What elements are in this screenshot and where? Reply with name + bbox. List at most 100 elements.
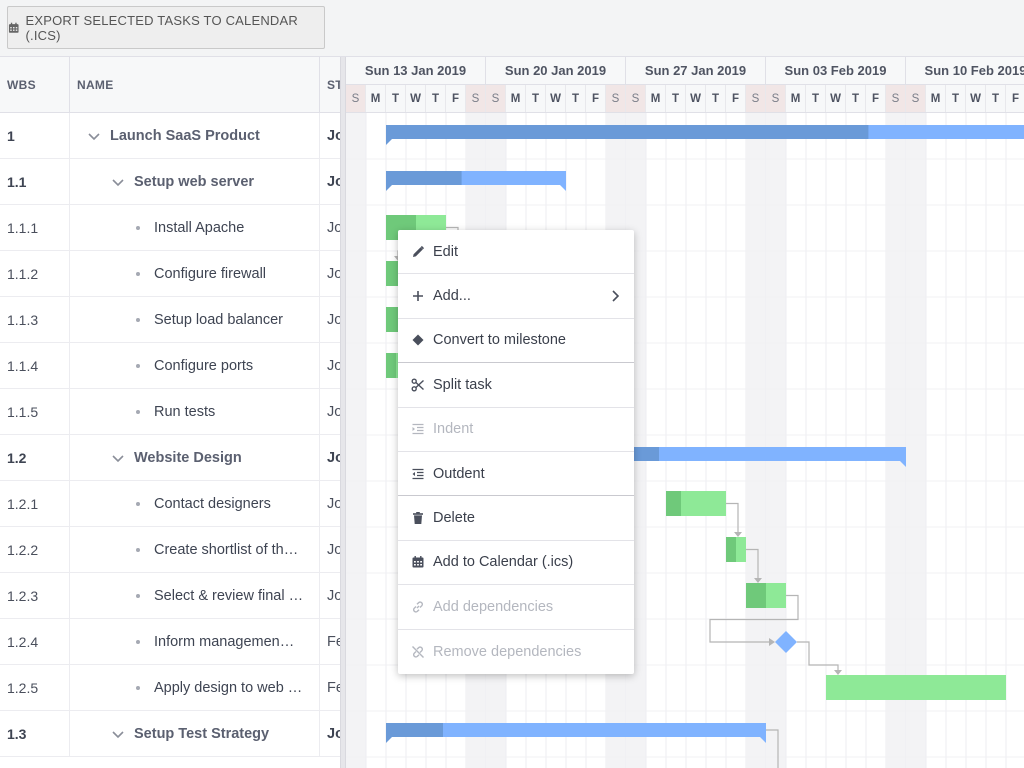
task-row[interactable]: 1.1.1 Install Apache Jo <box>0 205 340 251</box>
task-row[interactable]: 1.2.3 Select & review final … Jo <box>0 573 340 619</box>
dependency-line <box>766 729 779 768</box>
column-header-start[interactable]: ST <box>327 78 340 92</box>
bullet-icon <box>136 226 140 230</box>
day-header: M <box>366 85 386 112</box>
week-header: Sun 03 Feb 2019 <box>766 57 906 85</box>
day-header: T <box>426 85 446 112</box>
menu-item-add-to-calendar-ics[interactable]: Add to Calendar (.ics) <box>398 541 634 586</box>
week-header: Sun 10 Feb 2019 <box>906 57 1024 85</box>
start-cell: Jo <box>327 450 340 466</box>
menu-item-delete[interactable]: Delete <box>398 496 634 541</box>
wbs-cell: 1.1.1 <box>0 205 70 251</box>
toolbar: EXPORT SELECTED TASKS TO CALENDAR (.ICS) <box>0 0 1024 57</box>
unlink-icon <box>411 645 425 659</box>
day-header: S <box>886 85 906 112</box>
wbs-cell: 1.2.3 <box>0 573 70 619</box>
name-cell: Select & review final … <box>70 573 320 619</box>
task-row[interactable]: 1.1.5 Run tests Jo <box>0 389 340 435</box>
wbs-cell: 1.1.2 <box>0 251 70 297</box>
task-row[interactable]: 1.1 Setup web server Jo <box>0 159 340 205</box>
name-cell: Run tests <box>70 389 320 435</box>
menu-item-convert-to-milestone[interactable]: Convert to milestone <box>398 319 634 364</box>
start-cell: Jo <box>327 174 340 190</box>
task-row[interactable]: 1.2.1 Contact designers Jo <box>0 481 340 527</box>
task-row[interactable]: 1.1.2 Configure firewall Jo <box>0 251 340 297</box>
menu-item-label: Add to Calendar (.ics) <box>433 554 574 571</box>
indent-icon <box>411 422 425 436</box>
start-cell: Jo <box>327 496 340 512</box>
start-cell: Jo <box>327 588 340 604</box>
milestone-diamond <box>775 631 797 653</box>
day-header: S <box>766 85 786 112</box>
export-calendar-button[interactable]: EXPORT SELECTED TASKS TO CALENDAR (.ICS) <box>7 6 325 49</box>
task-name: Run tests <box>154 404 216 420</box>
bullet-icon <box>136 502 140 506</box>
wbs-cell: 1.2.1 <box>0 481 70 527</box>
week-header: Sun 27 Jan 2019 <box>626 57 766 85</box>
chevron-down-icon[interactable] <box>110 726 126 742</box>
menu-item-edit[interactable]: Edit <box>398 230 634 275</box>
task-row[interactable]: 1.1.4 Configure ports Jo <box>0 343 340 389</box>
wbs-cell: 1.2 <box>0 435 70 481</box>
link-icon <box>411 600 425 614</box>
task-row[interactable]: 1.2.4 Inform managemen… Fe <box>0 619 340 665</box>
wbs-cell: 1.2.2 <box>0 527 70 573</box>
task-row[interactable]: 1.2.2 Create shortlist of th… Jo <box>0 527 340 573</box>
menu-item-outdent[interactable]: Outdent <box>398 452 634 497</box>
start-cell: Jo <box>327 266 340 282</box>
menu-item-label: Convert to milestone <box>433 332 566 349</box>
task-row[interactable]: 1.2.5 Apply design to web … Fe <box>0 665 340 711</box>
task-row[interactable]: 1.3 Setup Test Strategy Jo <box>0 711 340 757</box>
start-cell: Jo <box>327 726 340 742</box>
day-header: S <box>906 85 926 112</box>
milestone <box>775 631 797 653</box>
chevron-down-icon[interactable] <box>86 128 102 144</box>
day-header: T <box>666 85 686 112</box>
task-bar <box>666 491 726 516</box>
summary-bar-progress <box>386 723 443 737</box>
day-header: F <box>726 85 746 112</box>
task-row[interactable]: 1.2 Website Design Jo <box>0 435 340 481</box>
menu-item-split-task[interactable]: Split task <box>398 363 634 408</box>
day-header: W <box>406 85 426 112</box>
name-cell: Create shortlist of th… <box>70 527 320 573</box>
task-grid: 1 Launch SaaS Product Jo 1.1 Setup web serve… <box>0 113 340 768</box>
task-row[interactable]: 1 Launch SaaS Product Jo <box>0 113 340 159</box>
chevron-down-icon[interactable] <box>110 450 126 466</box>
name-cell: Install Apache <box>70 205 320 251</box>
start-cell: Jo <box>327 358 340 374</box>
day-header: T <box>386 85 406 112</box>
day-header: W <box>546 85 566 112</box>
chevron-right-icon <box>610 289 620 303</box>
wbs-cell: 1.3 <box>0 711 70 757</box>
wbs-cell: 1 <box>0 113 70 159</box>
name-cell: Setup Test Strategy <box>70 711 320 757</box>
wbs-cell: 1.1.3 <box>0 297 70 343</box>
task-name: Setup web server <box>134 174 255 190</box>
menu-item-add[interactable]: Add... <box>398 274 634 319</box>
day-header: S <box>626 85 646 112</box>
pencil-icon <box>411 245 425 259</box>
day-header: S <box>486 85 506 112</box>
day-header: S <box>346 85 366 112</box>
task-bar-progress <box>726 537 736 562</box>
start-cell: Fe <box>327 634 340 650</box>
summary-bar-cap <box>386 185 392 191</box>
wbs-cell: 1.2.4 <box>0 619 70 665</box>
name-cell: Apply design to web … <box>70 665 320 711</box>
plus-icon <box>411 289 425 303</box>
column-header-name[interactable]: NAME <box>70 57 320 113</box>
summary-bar <box>386 125 1024 145</box>
name-cell: Website Design <box>70 435 320 481</box>
bullet-icon <box>136 686 140 690</box>
grid-splitter[interactable] <box>340 57 346 768</box>
bullet-icon <box>136 640 140 644</box>
day-header: M <box>646 85 666 112</box>
chevron-down-icon[interactable] <box>110 174 126 190</box>
weekend-shade <box>766 113 786 768</box>
wbs-cell: 1.2.5 <box>0 665 70 711</box>
column-header-wbs[interactable]: WBS <box>0 57 70 113</box>
task-row[interactable]: 1.1.3 Setup load balancer Jo <box>0 297 340 343</box>
name-cell: Configure firewall <box>70 251 320 297</box>
summary-bar-cap <box>386 139 392 145</box>
